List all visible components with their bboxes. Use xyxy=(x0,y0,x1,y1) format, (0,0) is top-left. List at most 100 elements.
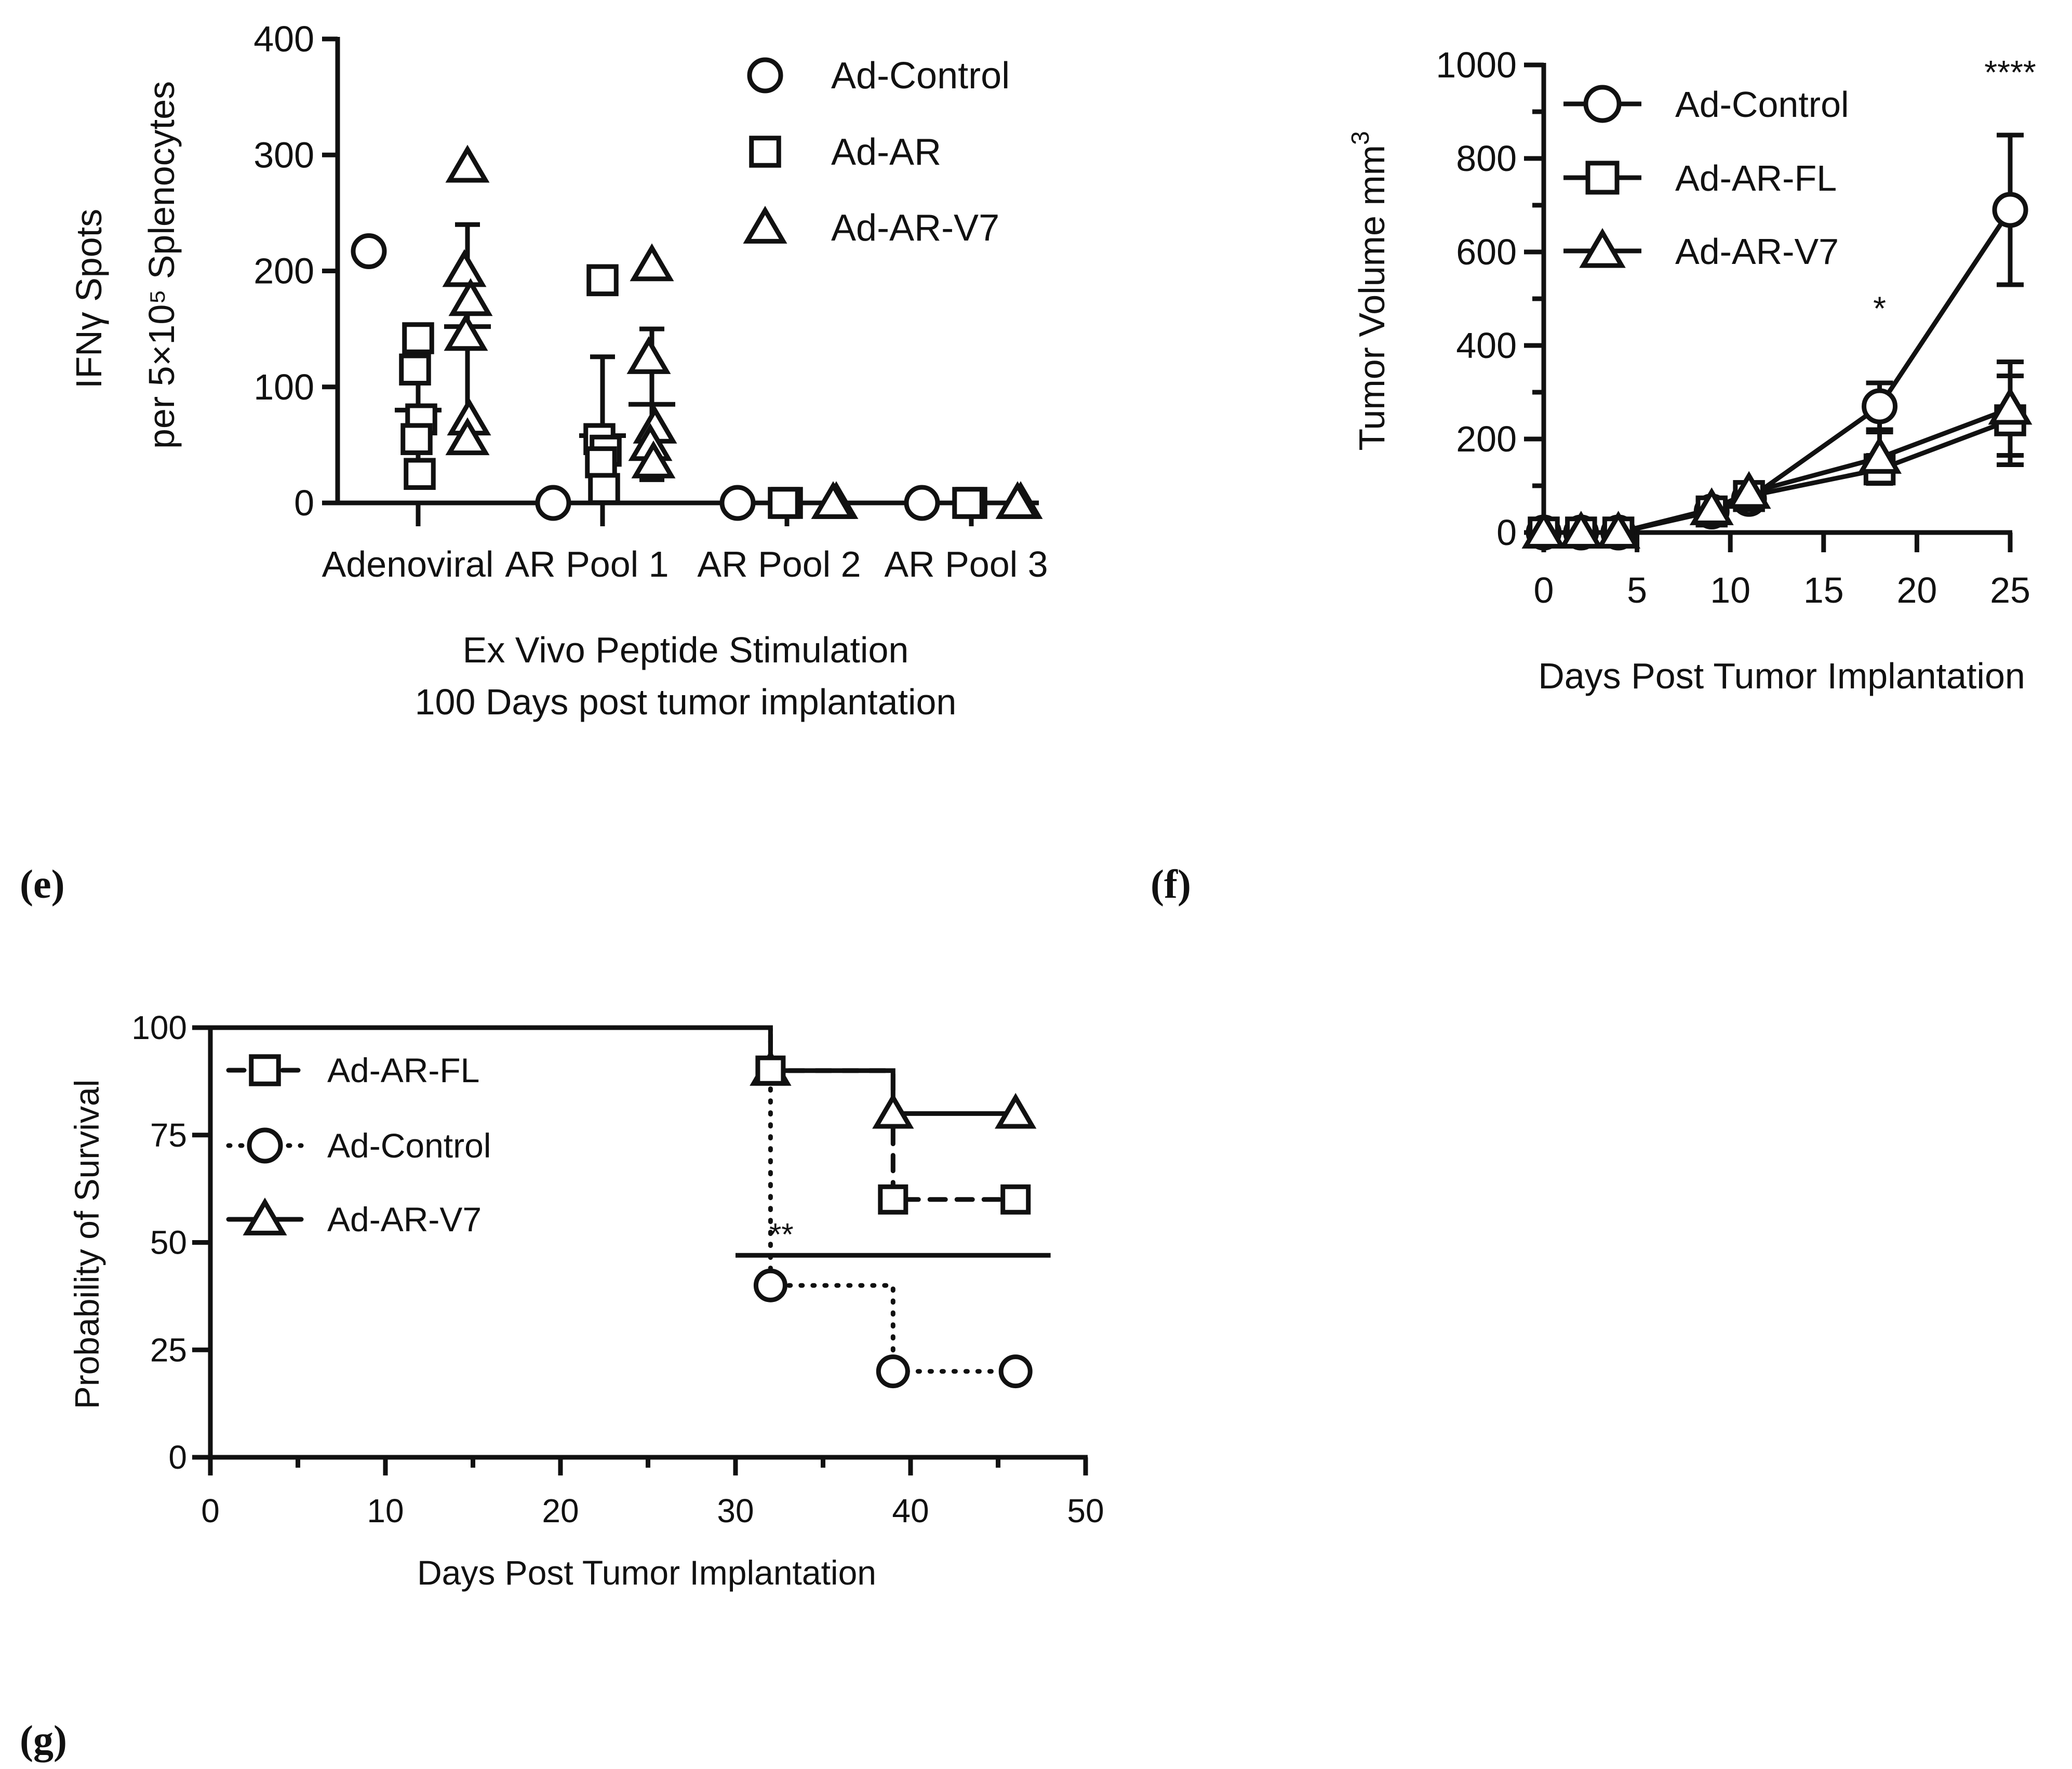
f-point-triangle xyxy=(1689,487,1734,525)
g-xlabel: Days Post Tumor Implantation xyxy=(417,1553,876,1592)
e-point-square xyxy=(400,423,433,455)
panel-label-e: (e) xyxy=(20,861,65,907)
g-significance-label: ** xyxy=(769,1217,794,1252)
e-point-triangle xyxy=(445,144,490,183)
f-point-triangle xyxy=(1727,471,1771,509)
e-y-tick-label: 0 xyxy=(294,483,314,523)
g-x-tick-label: 30 xyxy=(717,1492,754,1529)
f-ylabel-text: Tumor Volume mm xyxy=(1352,145,1392,451)
g-y-tick-label: 100 xyxy=(131,1009,187,1046)
g-axes: 0 25 50 75 100 0 10 20 30 40 50 xyxy=(131,1009,1104,1529)
panel-e-chart: 0 100 200 300 400 Adenoviral AR Pool 1 AR Pool … xyxy=(69,19,1048,722)
f-ylabel: Tumor Volume mm3 xyxy=(1347,131,1392,450)
g-legend-marker xyxy=(249,1054,281,1086)
g-legend-marker xyxy=(247,1127,283,1164)
f-point-triangle xyxy=(1559,511,1603,549)
g-censor-mark-square xyxy=(878,1184,908,1215)
e-legend-marker xyxy=(743,206,787,244)
g-x-tick-label: 50 xyxy=(1067,1492,1104,1529)
g-censor-mark-triangle xyxy=(872,1093,914,1129)
f-legend-label-ad-ar-v7: Ad-AR-V7 xyxy=(1675,231,1839,272)
e-legend-item-ad-ar: Ad-AR xyxy=(749,131,941,173)
e-legend-square-icon xyxy=(749,136,781,168)
e-x-tick-label: AR Pool 1 xyxy=(505,544,669,584)
f-x-tick-label: 10 xyxy=(1710,570,1750,610)
e-y-tick-label: 200 xyxy=(253,251,314,291)
g-censor-mark-triangle xyxy=(995,1093,1037,1129)
e-legend-label-ad-ar-v7: Ad-AR-V7 xyxy=(831,207,999,249)
f-point-circle xyxy=(1992,192,2028,228)
g-survival-curve-circle xyxy=(208,1025,1018,1374)
f-legend-square-icon xyxy=(1563,161,1641,195)
g-y-tick-label: 50 xyxy=(150,1224,187,1261)
f-legend-label-ad-control: Ad-Control xyxy=(1675,84,1849,125)
f-x-tick-label: 15 xyxy=(1803,570,1844,610)
e-y-tick-label: 400 xyxy=(253,19,314,59)
g-x-tick-label: 20 xyxy=(542,1492,579,1529)
g-y-tick-label: 25 xyxy=(150,1331,187,1368)
g-censor-mark-square xyxy=(755,1055,786,1086)
e-point-triangle xyxy=(626,336,671,374)
e-ylabel-line2: per 5×10⁵ Splenocytes xyxy=(141,81,182,449)
g-legend-item-ad-ar-fl: Ad-AR-FL xyxy=(226,1051,479,1089)
e-point-square xyxy=(402,322,434,354)
e-legend-circle-icon xyxy=(747,57,783,94)
e-point-triangle xyxy=(995,481,1040,519)
e-legend: Ad-Control Ad-AR Ad-AR-V7 xyxy=(743,55,1010,249)
g-censor-mark-square xyxy=(1000,1184,1031,1215)
g-legend: Ad-AR-FL Ad-Control Ad-AR-V7 xyxy=(226,1051,491,1239)
g-legend-item-ad-control: Ad-Control xyxy=(226,1126,491,1165)
panel-g-chart: 0 25 50 75 100 0 10 20 30 40 50 ** Probability of … xyxy=(68,1009,1104,1592)
f-x-tick-label: 5 xyxy=(1627,570,1647,610)
e-ylabel-line1: IFNγ Spots xyxy=(69,209,109,389)
e-point-triangle xyxy=(445,417,490,456)
g-legend-item-ad-ar-v7: Ad-AR-V7 xyxy=(226,1198,482,1239)
e-xlabel-line2: 100 Days post tumor implantation xyxy=(415,682,957,722)
e-point-circle xyxy=(535,485,571,521)
f-y-tick-label: 600 xyxy=(1456,232,1517,272)
g-censor-mark-circle xyxy=(876,1354,910,1389)
e-x-tick-label: AR Pool 2 xyxy=(697,544,861,584)
f-y-tick-label: 1000 xyxy=(1436,45,1517,85)
g-legend-triangle-icon xyxy=(226,1198,304,1235)
e-point-square xyxy=(586,264,619,297)
e-axes: 0 100 200 300 400 Adenoviral AR Pool 1 AR Pool … xyxy=(253,19,1048,584)
f-xlabel: Days Post Tumor Implantation xyxy=(1538,656,2025,696)
e-legend-marker xyxy=(749,136,781,168)
f-axes: 0 200 400 600 800 1000 0 5 10 15 20 25 xyxy=(1436,45,2030,610)
e-marks xyxy=(351,144,1043,521)
g-y-tick-label: 75 xyxy=(150,1116,187,1154)
g-x-tick-label: 0 xyxy=(201,1492,220,1529)
panel-label-g: (g) xyxy=(20,1717,67,1762)
e-y-tick-label: 100 xyxy=(253,367,314,407)
e-point-square xyxy=(952,487,984,519)
e-point-triangle xyxy=(444,313,488,351)
e-point-triangle xyxy=(448,278,493,316)
f-legend-circle-icon xyxy=(1563,85,1641,123)
g-legend-circle-icon xyxy=(226,1127,304,1164)
f-significance-label: **** xyxy=(1984,54,2036,91)
e-legend-label-ad-ar: Ad-AR xyxy=(831,131,941,173)
e-xlabel-line1: Ex Vivo Peptide Stimulation xyxy=(463,630,909,670)
f-point-triangle xyxy=(1857,436,1902,474)
f-legend-item-ad-ar-fl: Ad-AR-FL xyxy=(1563,158,1837,198)
e-point-triangle xyxy=(811,481,855,519)
e-point-square xyxy=(588,473,620,505)
f-significance-label: * xyxy=(1873,290,1886,327)
e-x-tick-label: AR Pool 3 xyxy=(884,544,1048,584)
e-point-circle xyxy=(351,233,387,270)
g-y-tick-label: 0 xyxy=(168,1439,187,1476)
f-marks: ***** xyxy=(1521,54,2036,551)
e-legend-item-ad-ar-v7: Ad-AR-V7 xyxy=(743,206,999,249)
f-point-triangle xyxy=(1988,387,2033,425)
f-y-tick-label: 200 xyxy=(1456,419,1517,459)
f-legend-label-ad-ar-fl: Ad-AR-FL xyxy=(1675,158,1837,198)
e-legend-item-ad-control: Ad-Control xyxy=(747,55,1010,97)
g-legend-marker xyxy=(243,1198,287,1235)
e-point-square xyxy=(768,487,800,519)
e-point-circle xyxy=(904,485,940,521)
e-point-triangle xyxy=(631,440,676,478)
f-y-tick-label: 400 xyxy=(1456,325,1517,366)
f-legend-item-ad-control: Ad-Control xyxy=(1563,84,1849,125)
